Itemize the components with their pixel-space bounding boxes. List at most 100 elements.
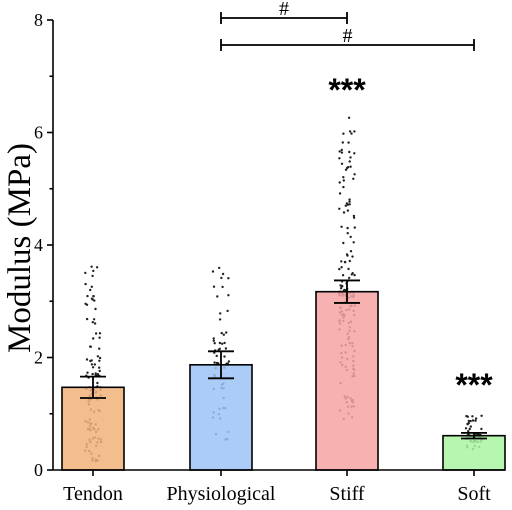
data-point [343, 260, 347, 264]
data-point [464, 427, 468, 430]
data-point [346, 209, 350, 212]
data-point [98, 366, 101, 369]
data-point [469, 425, 472, 428]
data-point [351, 272, 354, 275]
significance-marker: *** [455, 367, 493, 403]
y-axis-label: Modulus (MPa) [2, 143, 38, 353]
data-point [467, 430, 470, 433]
data-point [92, 269, 95, 273]
data-point [340, 148, 343, 152]
data-point [348, 150, 351, 154]
bar-soft [442, 434, 506, 471]
data-point [347, 116, 351, 120]
data-point [340, 151, 344, 154]
data-point [94, 373, 97, 377]
data-point [466, 422, 469, 426]
data-point [348, 200, 351, 203]
data-point [84, 271, 87, 275]
data-point [218, 318, 222, 321]
data-point [471, 419, 475, 422]
data-point [98, 336, 101, 339]
data-point [467, 419, 470, 423]
data-point [353, 130, 356, 133]
data-point [98, 332, 102, 335]
comparison-label: # [279, 0, 289, 20]
data-point [348, 130, 352, 133]
data-point [91, 274, 94, 278]
data-point [471, 415, 474, 418]
data-point [342, 185, 345, 189]
data-point [94, 307, 97, 311]
error-bar [334, 279, 360, 304]
data-point [211, 270, 215, 273]
data-point [349, 235, 352, 239]
data-point [348, 203, 351, 206]
data-point [349, 156, 352, 159]
data-point [342, 179, 345, 182]
data-point [213, 342, 216, 345]
bars [61, 290, 506, 471]
error-bar [461, 431, 487, 440]
data-point [93, 322, 97, 325]
data-point [216, 295, 219, 298]
y-tick-label: 0 [34, 460, 43, 480]
data-point [474, 417, 478, 420]
data-point [91, 321, 95, 324]
data-point [227, 277, 230, 280]
data-point [212, 337, 215, 340]
data-point [221, 272, 225, 276]
data-point [98, 359, 101, 362]
data-point [221, 342, 224, 345]
data-point [348, 276, 351, 280]
data-point [341, 141, 344, 144]
data-point [90, 265, 93, 268]
bar-physiological [189, 364, 253, 471]
data-point [96, 373, 100, 376]
data-point [340, 162, 344, 165]
data-point [348, 198, 351, 201]
data-point [92, 318, 96, 321]
data-point [89, 345, 92, 348]
y-tick-label: 4 [34, 235, 43, 255]
data-point [98, 369, 101, 373]
data-point [353, 226, 356, 229]
data-point [344, 204, 347, 207]
data-point [352, 214, 356, 218]
data-point [351, 255, 354, 258]
data-point [480, 414, 483, 417]
data-point [338, 181, 341, 184]
data-point [342, 132, 345, 135]
x-tick-label-soft: Soft [457, 483, 491, 505]
data-point [223, 341, 226, 345]
data-point [341, 285, 344, 288]
data-point [221, 285, 224, 289]
data-point [353, 273, 356, 277]
data-point [352, 216, 356, 219]
data-point [92, 337, 95, 340]
data-point [353, 173, 356, 176]
data-point [215, 354, 218, 358]
data-point [93, 363, 97, 366]
data-point [212, 285, 216, 288]
data-point [227, 294, 230, 297]
data-point [89, 288, 92, 292]
scatter-points [84, 116, 483, 463]
data-point [345, 166, 349, 170]
data-point [338, 267, 341, 271]
data-point [212, 339, 215, 342]
data-point [84, 282, 87, 286]
data-point [342, 241, 345, 245]
x-tick-label-stiff: Stiff [329, 483, 365, 505]
y-tick-label: 8 [34, 10, 43, 30]
y-tick-label: 6 [34, 123, 43, 143]
data-point [347, 141, 350, 144]
annotations: *** *** # # [220, 0, 493, 403]
data-point [468, 427, 471, 431]
axes: 0 2 4 6 8 Tendon Physiological Stiff Soft [34, 10, 505, 505]
data-point [91, 366, 95, 369]
data-point [352, 241, 355, 244]
data-point [344, 168, 348, 171]
data-point [340, 266, 343, 269]
bar-stiff [315, 290, 379, 471]
data-point [91, 298, 94, 301]
